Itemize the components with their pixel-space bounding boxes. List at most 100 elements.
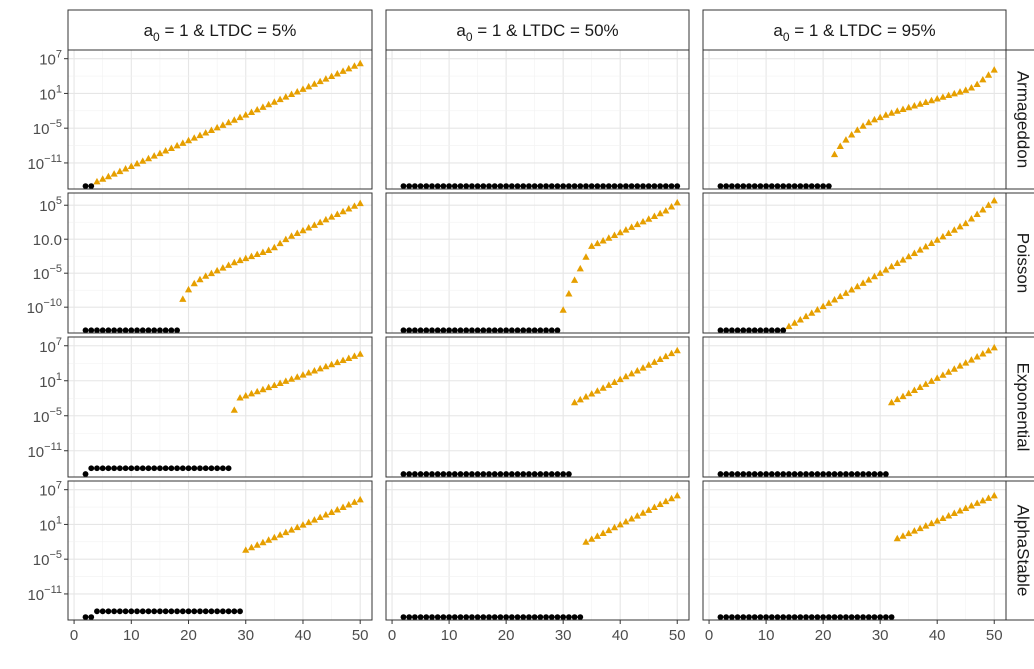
black-circle-point: [888, 614, 895, 621]
black-circle-point: [168, 608, 175, 615]
y-tick-label: 10−11: [27, 153, 62, 173]
black-circle-point: [423, 614, 430, 621]
orange-triangle-point: [979, 496, 987, 504]
gridlines-r3c3: [703, 337, 1006, 477]
orange-triangle-point: [633, 512, 641, 519]
orange-triangle-point: [887, 109, 896, 116]
black-circle-point: [537, 614, 544, 621]
black-circle-point: [831, 471, 838, 477]
black-circle-point: [151, 327, 158, 334]
black-circle-point: [543, 327, 549, 334]
orange-triangle-point: [916, 383, 924, 390]
panel-bg-r1c1: [68, 50, 372, 189]
orange-triangle-point: [639, 364, 647, 371]
orange-triangle-point: [622, 372, 630, 380]
strip-label-row3: Exponential: [1014, 363, 1033, 452]
orange-triangle-point: [893, 259, 901, 266]
orange-triangle-point: [628, 369, 636, 377]
black-circle-point: [514, 183, 521, 190]
orange-triangle-point: [276, 379, 284, 386]
orange-triangle-point: [622, 226, 630, 233]
black-circle-point: [469, 471, 475, 477]
black-circle-point: [429, 471, 435, 477]
black-circle-point: [717, 183, 724, 190]
black-circle-point: [548, 471, 555, 477]
orange-triangle-point: [622, 517, 630, 525]
black-circle-point: [848, 471, 855, 477]
black-circle-point: [116, 608, 123, 615]
orange-triangle-point: [899, 532, 907, 539]
black-circle-point: [526, 614, 532, 621]
black-circle-point: [657, 183, 664, 190]
orange-triangle-point: [116, 167, 124, 175]
gridlines-r4c2: [386, 481, 689, 620]
black-circle-point: [174, 327, 180, 334]
black-circle-point: [406, 614, 413, 621]
black-circle-point: [145, 327, 152, 334]
orange-triangle-point: [282, 235, 290, 243]
orange-triangle-point: [150, 152, 158, 159]
orange-triangle-point: [830, 296, 839, 303]
orange-triangle-point: [270, 533, 278, 541]
orange-triangle-point: [133, 159, 141, 167]
black-circle-point: [531, 183, 538, 190]
orange-triangle-point: [322, 511, 330, 518]
black-circle-point: [122, 327, 129, 334]
black-circle-point: [723, 471, 730, 477]
black-circle-point: [105, 465, 112, 472]
orange-triangle-point: [345, 500, 353, 508]
orange-triangle-point: [287, 526, 296, 533]
black-circle-point: [728, 327, 735, 334]
orange-triangle-point: [916, 524, 924, 532]
black-circle-point: [548, 614, 555, 621]
black-circle-point: [491, 471, 498, 477]
orange-triangle-point: [870, 115, 879, 123]
orange-triangle-point: [259, 538, 267, 546]
panel-border-r3c1: [67, 336, 373, 478]
black-circle-point: [526, 471, 532, 477]
orange-triangle-point: [196, 131, 204, 139]
orange-triangle-point: [305, 82, 313, 90]
black-circle-point: [440, 183, 447, 190]
orange-triangle-point: [990, 491, 998, 499]
black-circle-point: [797, 614, 804, 621]
panel-bg-r2c1: [68, 193, 372, 333]
orange-triangle-point: [927, 519, 936, 527]
orange-triangle-point: [813, 305, 822, 313]
black-circle-point: [145, 608, 152, 615]
black-circle-point: [797, 471, 804, 477]
x-tick-label: 10: [441, 627, 458, 644]
orange-triangle-point: [593, 532, 601, 539]
black-circle-point: [99, 608, 106, 615]
black-circle-point: [411, 614, 418, 621]
orange-triangle-point: [582, 253, 590, 260]
orange-triangle-point: [899, 392, 907, 400]
black-circle-point: [645, 183, 652, 190]
orange-triangle-point: [219, 121, 227, 128]
black-circle-point: [111, 465, 118, 472]
orange-triangle-point: [99, 175, 107, 182]
black-circle-point: [82, 183, 89, 190]
black-circle-point: [723, 183, 730, 190]
black-circle-point: [214, 608, 221, 615]
black-circle-point: [219, 608, 226, 615]
black-circle-point: [797, 183, 804, 190]
orange-triangle-point: [939, 371, 947, 378]
black-circle-point: [497, 614, 504, 621]
orange-triangle-point: [305, 518, 313, 526]
orange-triangle-point: [219, 264, 227, 271]
orange-triangle-point: [922, 242, 930, 250]
black-circle-point: [854, 471, 861, 477]
black-circle-point: [554, 327, 561, 334]
orange-triangle-point: [853, 282, 861, 290]
black-circle-point: [746, 614, 752, 621]
black-circle-point: [768, 327, 775, 334]
orange-triangle-point: [156, 149, 164, 157]
orange-triangle-point: [327, 360, 336, 368]
black-circle-point: [457, 327, 464, 334]
x-tick-label: 0: [705, 627, 713, 644]
black-circle-point: [543, 183, 549, 190]
orange-triangle-point: [356, 350, 364, 357]
orange-triangle-point: [127, 162, 135, 169]
